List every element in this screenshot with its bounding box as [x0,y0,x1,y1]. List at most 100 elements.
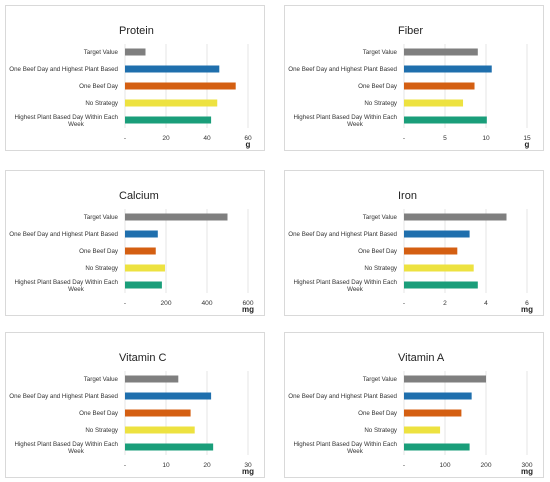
x-tick-label: - [403,300,405,307]
category-label: One Beef Day [358,83,398,90]
bar-one-beef-highest-plant [125,230,158,238]
bar-highest-plant-week [404,443,470,451]
bar-highest-plant-week [125,281,162,289]
x-tick-label: 20 [203,462,211,469]
chart-svg: Fiber - 5 10 15g Target Value One Beef Day and… [288,25,531,149]
bar-target [125,48,146,56]
x-tick-label: 5 [443,135,447,142]
category-label: Highest Plant Based Day Within Each Week [293,114,397,128]
bar-target [404,213,507,221]
category-label: One Beef Day [79,248,119,255]
x-tick-label: 400 [201,300,212,307]
bar-highest-plant-week [125,116,212,124]
x-tick-label: 2 [443,300,447,307]
category-label: No Strategy [85,100,119,107]
x-tick-label: 10 [482,135,490,142]
bar-target [125,213,228,221]
bar-no-strategy [125,426,195,434]
bar-one-beef-highest-plant [125,65,220,73]
category-label: One Beef Day and Highest Plant Based [9,66,118,73]
bar-one-beef-highest-plant [404,392,472,400]
chart-panel-fiber: Fiber - 5 10 15 g Target Value One Beef Day and… [284,5,544,151]
chart-panel-protein: Protein - 20 40 60 g Target Value One Beef Day … [5,5,265,151]
bar-target [404,375,486,383]
bar-highest-plant-week [404,281,478,289]
category-label: No Strategy [364,265,398,272]
chart-svg: Iron - 2 4 6mg Target Value One Beef Day and H… [288,190,533,314]
x-axis-unit: mg [521,305,533,314]
category-label: One Beef Day [79,410,119,417]
x-tick-label: 4 [484,300,488,307]
chart-title: Iron [398,190,417,202]
category-label: One Beef Day and Highest Plant Based [288,231,397,238]
bar-one-beef [404,409,462,417]
bar-no-strategy [404,99,464,107]
category-label: Highest Plant Based Day Within Each Week [14,114,118,128]
bar-one-beef [404,247,458,255]
bar-one-beef-highest-plant [125,392,212,400]
category-label: One Beef Day [358,410,398,417]
x-axis-unit: mg [242,467,254,476]
x-tick-label: 40 [203,135,211,142]
x-tick-label: 60 [244,135,252,142]
x-tick-label: 100 [439,462,450,469]
x-tick-label: 600 [242,300,253,307]
bar-one-beef-highest-plant [404,65,492,73]
x-axis-unit: g [525,140,530,149]
category-label: No Strategy [85,265,119,272]
bar-target [404,48,478,56]
chart-title: Vitamin A [398,352,445,364]
x-axis-unit: g [246,140,251,149]
chart-title: Vitamin C [119,352,167,364]
chart-title: Protein [119,25,154,37]
category-label: One Beef Day [358,248,398,255]
category-label: Highest Plant Based Day Within Each Week [14,279,118,293]
x-tick-label: - [403,462,405,469]
chart-panel-vitamin-a: Vitamin A - 100 200 300 mg Target Value One Bee… [284,332,544,478]
bar-one-beef [404,82,475,90]
category-label: One Beef Day and Highest Plant Based [288,393,397,400]
x-tick-label: - [124,135,126,142]
x-axis-unit: mg [521,467,533,476]
category-label: Target Value [84,49,119,56]
category-label: Target Value [363,376,398,383]
chart-title: Calcium [119,190,159,202]
bar-one-beef [125,247,156,255]
x-axis-unit: mg [242,305,254,314]
category-label: Target Value [363,49,398,56]
chart-panel-vitamin-c: Vitamin C - 10 20 30 mg Target Value One Beef D… [5,332,265,478]
bar-no-strategy [404,426,441,434]
category-label: One Beef Day and Highest Plant Based [9,231,118,238]
x-tick-label: - [124,462,126,469]
bar-highest-plant-week [404,116,487,124]
x-tick-label: 30 [244,462,252,469]
category-label: No Strategy [364,427,398,434]
x-tick-label: - [403,135,405,142]
category-label: Target Value [84,376,119,383]
category-label: No Strategy [364,100,398,107]
chart-svg: Protein - 20 40 60g Target Value One Beef Day … [9,25,252,149]
x-tick-label: 300 [521,462,532,469]
category-label: Highest Plant Based Day Within Each Week [293,279,397,293]
bar-one-beef-highest-plant [404,230,470,238]
bar-highest-plant-week [125,443,214,451]
category-label: One Beef Day and Highest Plant Based [288,66,397,73]
category-label: Highest Plant Based Day Within Each Week [293,441,397,455]
chart-panel-calcium: Calcium - 200 400 600 mg Target Value One Beef … [5,170,265,316]
bar-one-beef [125,409,191,417]
x-tick-label: 200 [480,462,491,469]
category-label: One Beef Day and Highest Plant Based [9,393,118,400]
x-tick-label: 10 [162,462,170,469]
category-label: One Beef Day [79,83,119,90]
x-tick-label: 200 [160,300,171,307]
category-label: No Strategy [85,427,119,434]
chart-panel-iron: Iron - 2 4 6 mg Target Value One Beef Day and H… [284,170,544,316]
x-tick-label: 6 [525,300,529,307]
x-tick-label: - [124,300,126,307]
x-tick-label: 20 [162,135,170,142]
bar-no-strategy [125,264,165,272]
bar-no-strategy [125,99,218,107]
category-label: Target Value [84,214,119,221]
category-label: Target Value [363,214,398,221]
